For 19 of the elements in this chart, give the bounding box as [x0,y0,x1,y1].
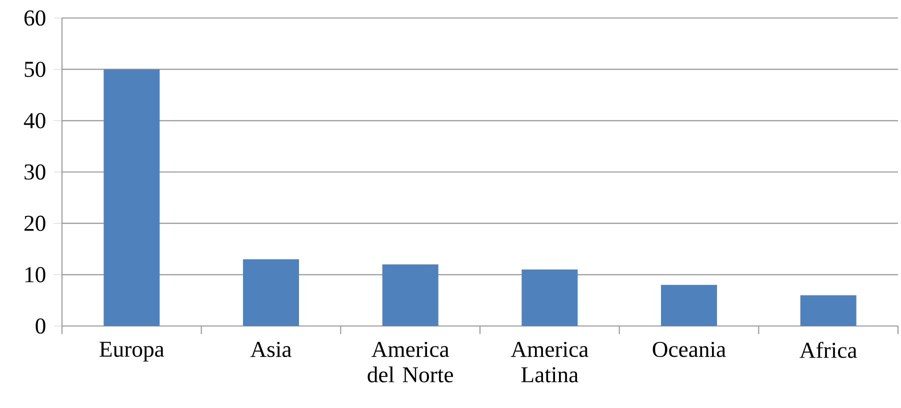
bar [382,264,438,326]
y-tick-label: 20 [24,216,46,231]
x-tick-label: Asia [250,342,292,358]
y-tick-label: 10 [25,267,46,282]
y-tick-label: 50 [24,62,46,77]
y-tick-label: 60 [24,10,46,26]
y-tick-label: 40 [24,113,46,128]
x-tick-label: Africa [800,342,857,358]
x-tick-label: America Latina [510,342,588,382]
bar [522,270,578,326]
bar [661,284,717,326]
x-tick-label: Oceania [652,342,726,358]
x-tick-label: America del Norte [368,342,453,382]
x-tick-label: Europa [100,342,164,362]
bar [243,259,299,326]
y-tick-label: 30 [24,164,46,180]
bar [104,69,160,326]
bar [800,295,856,326]
y-tick-label: 0 [36,318,46,334]
